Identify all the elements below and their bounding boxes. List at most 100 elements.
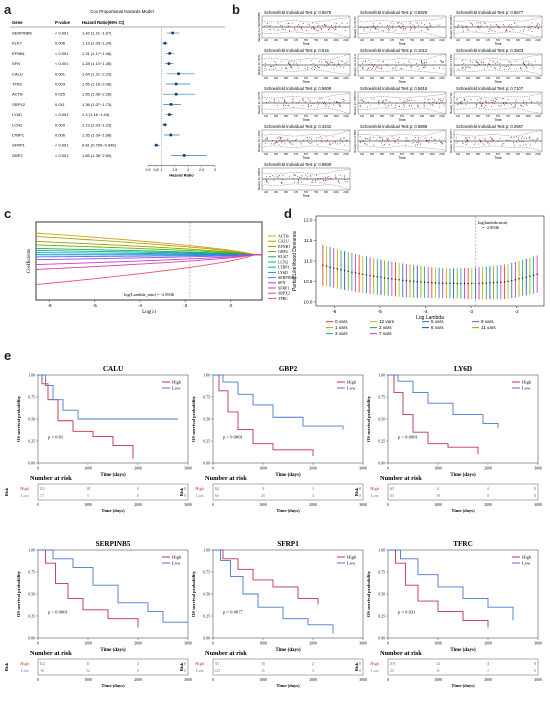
forest-hr: 1.85 (1.36~2.69) [82, 153, 112, 158]
schoenfeld-residual [324, 24, 325, 26]
forest-point [169, 103, 173, 106]
cv-legend-label: 3 vars [335, 331, 348, 336]
schoenfeld-title: Schoenfeld Individual Test p: 0.5915 [360, 86, 428, 91]
km-risk-x-tick-label: 1000 [259, 503, 267, 507]
schoenfeld-residual [424, 66, 426, 68]
schoenfeld-residual [366, 143, 368, 145]
schoenfeld-residual [468, 29, 470, 31]
schoenfeld-ci-lower [357, 107, 447, 115]
schoenfeld-residual [335, 25, 337, 27]
km-curve-high [388, 549, 489, 628]
schoenfeld-residual [339, 139, 341, 141]
schoenfeld-residual [538, 103, 540, 105]
schoenfeld-residual [428, 139, 430, 141]
schoenfeld-residual [539, 68, 541, 69]
km-pvalue: p < 0.0001 [398, 434, 419, 439]
cv-mean-point [449, 282, 451, 285]
schoenfeld-ylabel: Beta(t) for KLK7 [353, 16, 357, 38]
schoenfeld-residual [319, 181, 321, 183]
km-risk-high-count: 1 [312, 486, 314, 491]
schoenfeld-residual [362, 68, 364, 70]
schoenfeld-residual [462, 29, 464, 31]
schoenfeld-residual [281, 68, 283, 70]
schoenfeld-residual [329, 27, 331, 29]
schoenfeld-residual [343, 137, 345, 139]
schoenfeld-residual [368, 63, 370, 65]
schoenfeld-residual [515, 61, 517, 63]
schoenfeld-residual [428, 102, 430, 103]
schoenfeld-residual [377, 25, 379, 27]
schoenfeld-residual [288, 62, 290, 64]
km-y-tick-label: 0.00 [28, 636, 35, 640]
km-x-tick-label: 0 [387, 467, 389, 471]
schoenfeld-residual [264, 63, 266, 64]
forest-x-tick-label: 0.5 [146, 168, 151, 172]
schoenfeld-residual [389, 25, 391, 27]
schoenfeld-residual [482, 103, 484, 105]
km-risk-low-count: 0 [359, 493, 361, 498]
schoenfeld-residual [415, 136, 417, 138]
cv-x-tick-label: -6 [332, 309, 337, 314]
schoenfeld-x-tick-label: 120 [264, 153, 269, 156]
schoenfeld-residual [341, 138, 343, 140]
schoenfeld-x-tick-label: 930 [516, 115, 521, 118]
schoenfeld-residual [529, 136, 531, 138]
forest-hr: 1.64 (1.21~2.23) [82, 71, 112, 76]
schoenfeld-residual [326, 62, 328, 64]
schoenfeld-residual [281, 139, 283, 141]
km-title: GBP2 [279, 365, 298, 373]
schoenfeld-residual [531, 22, 533, 24]
schoenfeld-x-tick-label: 1300 [525, 39, 531, 42]
schoenfeld-residual [461, 68, 463, 69]
schoenfeld-residual [303, 177, 305, 179]
schoenfeld-residual [346, 22, 348, 24]
schoenfeld-residual [527, 27, 529, 29]
forest-p: < 0.001 [55, 51, 69, 56]
km-x-tick-label: 3000 [534, 467, 542, 471]
schoenfeld-residual [539, 105, 541, 106]
cv-legend-label: 0 vars [335, 319, 348, 324]
forest-x-tick-label: 1 [160, 168, 162, 172]
schoenfeld-residual [341, 22, 343, 24]
schoenfeld-residual [328, 63, 329, 65]
schoenfeld-residual [306, 29, 308, 31]
schoenfeld-residual [342, 141, 343, 143]
schoenfeld-x-tick-label: 380 [476, 39, 481, 42]
schoenfeld-residual [278, 100, 280, 102]
km-legend-low: Low [172, 561, 181, 566]
schoenfeld-residual [398, 136, 400, 138]
schoenfeld-residual [475, 22, 477, 24]
schoenfeld-residual [290, 60, 292, 62]
km-risk-low-count: 19 [436, 493, 440, 498]
km-x-tick-label: 0 [37, 467, 39, 471]
schoenfeld-residual [287, 138, 289, 140]
km-risk-low-count: 11 [261, 668, 265, 673]
schoenfeld-residual [428, 98, 430, 100]
schoenfeld-residual [339, 142, 341, 144]
schoenfeld-residual [287, 22, 289, 24]
schoenfeld-residual [499, 106, 501, 108]
schoenfeld-residual [367, 27, 369, 29]
schoenfeld-x-tick-label: 760 [314, 153, 319, 156]
schoenfeld-residual [490, 99, 492, 101]
schoenfeld-ylabel: Beta(t) for SRPX2 [353, 91, 357, 115]
schoenfeld-residual [392, 68, 394, 70]
schoenfeld-x-tick-label: 470 [294, 153, 299, 156]
schoenfeld-residual [490, 141, 492, 143]
schoenfeld-ylabel: Beta(t) for SFRP1 [449, 129, 453, 153]
schoenfeld-ci-upper [357, 17, 447, 23]
km-risk-x-tick-label: 3000 [359, 678, 367, 682]
forest-point [174, 82, 178, 86]
forest-gene: CALU [12, 71, 23, 76]
schoenfeld-ci-lower [357, 145, 447, 151]
km-x-tick-label: 2000 [134, 467, 142, 471]
schoenfeld-residual [361, 99, 363, 101]
schoenfeld-residual [421, 62, 423, 64]
schoenfeld-residual [479, 100, 481, 102]
schoenfeld-residual [292, 101, 294, 102]
schoenfeld-residual [399, 25, 401, 27]
lasso-x-tick-label: -6 [48, 303, 53, 308]
km-risk-x-tick-label: 2000 [484, 678, 492, 682]
